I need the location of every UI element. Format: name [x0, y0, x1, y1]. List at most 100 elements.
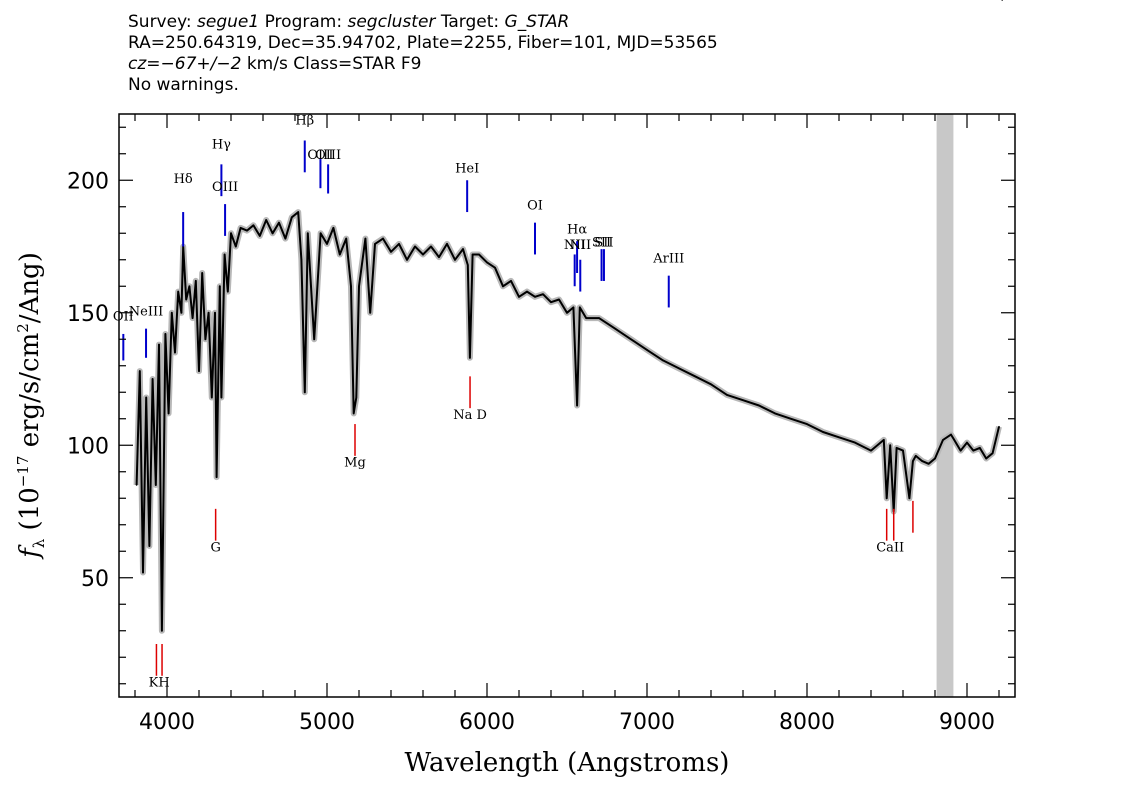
spectrum-point — [585, 317, 587, 319]
emission-line-label: OII — [113, 310, 134, 325]
emission-line-label: ArIII — [652, 251, 684, 266]
spectrum-point — [883, 439, 885, 441]
spectrum-point — [454, 258, 456, 261]
spectrum-point — [953, 439, 955, 441]
spectrum-point — [350, 285, 352, 288]
spectrum-point — [572, 306, 575, 309]
x-tick-label: 7000 — [619, 710, 675, 735]
spectrum-point — [164, 333, 167, 335]
spectrum-point — [742, 399, 744, 402]
spectrum-point — [326, 243, 328, 245]
spectrum-point — [345, 237, 348, 240]
spectrum-point — [678, 367, 680, 370]
spectrum-point — [991, 452, 994, 455]
x-tick-label: 9000 — [939, 710, 995, 735]
spectrum-point — [235, 245, 237, 248]
spectrum-point — [307, 232, 309, 235]
plot-frame — [118, 113, 1016, 698]
spectrum-point — [155, 484, 157, 486]
spectrum-point — [227, 290, 229, 293]
spectrum-point — [239, 227, 242, 229]
y-tick-label: 200 — [67, 169, 109, 194]
spectrum-point — [201, 272, 203, 274]
program-label: Program: — [264, 12, 343, 32]
spectrum-point — [758, 404, 760, 407]
spectrum-point — [406, 258, 408, 261]
spectrum-point — [950, 433, 952, 436]
emission-line-label: NII — [564, 238, 586, 253]
spectrum-point — [959, 449, 962, 452]
spectrum-point — [339, 253, 341, 256]
spectrum-point — [265, 219, 268, 221]
y-axis-title: fλ (10−17 erg/s/cm2/Ang) — [14, 252, 48, 560]
spectrum-point — [230, 232, 232, 235]
spectrum-point — [390, 251, 392, 253]
spectrum-point — [471, 253, 474, 256]
spectrum-point — [300, 258, 303, 261]
spectrum-point — [198, 370, 200, 372]
header-line-3: cz=−67+/−2 km/s Class=STAR F9 — [128, 54, 718, 75]
x-tick-label: 6000 — [459, 710, 515, 735]
spectrum-point — [174, 351, 176, 354]
spectrum-point — [526, 290, 528, 293]
spectrum-point — [966, 441, 968, 444]
spectrum-point — [927, 463, 930, 465]
spectrum-point — [972, 449, 975, 452]
emission-line-label: OIII — [212, 180, 238, 195]
emission-line-label: SII — [594, 236, 613, 251]
spectrum-point — [979, 447, 981, 449]
spectrum-point — [151, 378, 154, 380]
x-tick-label: 4000 — [139, 710, 195, 735]
spectrum-point — [885, 497, 888, 500]
x-tick-label: 5000 — [299, 710, 355, 735]
cz-value: =−67+/−2 — [146, 54, 242, 74]
spectrum-point — [358, 285, 360, 288]
target-label: Target: — [440, 12, 500, 32]
absorption-line-label: KH — [149, 675, 170, 690]
spectrum-point — [148, 545, 151, 547]
y-tick-label: 50 — [81, 567, 109, 592]
spectrum-point — [518, 296, 520, 298]
error-envelope — [133, 209, 1002, 634]
program-value: segcluster — [347, 12, 436, 32]
masked-band — [936, 114, 954, 697]
spectrum-point — [838, 436, 840, 439]
spectrum-point — [319, 232, 322, 235]
spectrum-point — [369, 311, 372, 314]
spectrum-point — [854, 441, 856, 444]
spectrum-point — [438, 256, 440, 258]
spectrum-point — [422, 253, 424, 256]
spectrum-point — [710, 383, 712, 386]
spectrum-point — [915, 455, 917, 457]
spectrum-point — [502, 285, 504, 288]
spectrum-point — [278, 221, 280, 224]
absorption-line-label: G — [210, 540, 220, 555]
spectrum-point — [726, 394, 728, 396]
spectrum-point — [180, 311, 183, 314]
cz-rest: km/s Class=STAR F9 — [241, 54, 422, 74]
spectrum-point — [542, 293, 544, 296]
spectrum-point — [430, 245, 432, 248]
spectrum-point — [662, 359, 664, 362]
emission-line-label: OIII — [315, 148, 341, 163]
spectrum-point — [303, 391, 306, 394]
spectrum-header: Survey: segue1 Program: segcluster Targe… — [128, 12, 718, 96]
emission-line-label: SII — [592, 236, 611, 251]
spectrum-point — [934, 457, 936, 460]
spectrum-point — [223, 253, 226, 256]
survey-value: segue1 — [197, 12, 260, 32]
spectrum-point — [870, 449, 872, 452]
absorption-line-label: CaII — [876, 540, 904, 555]
spectrum-point — [382, 237, 384, 240]
spectrum-point — [374, 243, 376, 245]
target-value: G_STAR — [504, 12, 570, 32]
spectrum-point — [207, 311, 210, 314]
spectrum-point — [211, 396, 213, 399]
spectrum-point — [469, 357, 471, 359]
y-tick-label: 150 — [67, 302, 109, 327]
spectrum-point — [145, 396, 147, 399]
spectrum-point — [446, 243, 448, 245]
spectrum-point — [510, 280, 512, 282]
spectrum-point — [214, 311, 216, 314]
